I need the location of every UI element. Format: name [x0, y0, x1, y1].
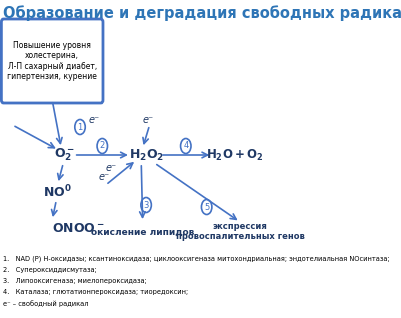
Text: 4: 4 — [183, 142, 188, 150]
FancyBboxPatch shape — [1, 19, 103, 103]
Text: 1: 1 — [77, 122, 83, 132]
Text: 2.   Супероксиддисмутаза;: 2. Супероксиддисмутаза; — [4, 267, 97, 273]
Text: 3.   Липооксигеназа; миелопероксидаза;: 3. Липооксигеназа; миелопероксидаза; — [4, 278, 147, 284]
Text: 5: 5 — [204, 203, 209, 211]
Text: экспрессия
провоспалительных генов: экспрессия провоспалительных генов — [176, 222, 304, 241]
Text: 2: 2 — [100, 142, 105, 150]
Text: Повышение уровня
холестерина,
Л-П сахарный диабет,
гипертензия, курение: Повышение уровня холестерина, Л-П сахарн… — [7, 41, 97, 81]
Text: Образование и деградация свободных радикалов: Образование и деградация свободных радик… — [4, 5, 401, 21]
Text: $\mathbf{ONOO^-}$: $\mathbf{ONOO^-}$ — [52, 222, 105, 234]
Text: окисление липидов: окисление липидов — [91, 227, 194, 237]
Text: e⁻: e⁻ — [106, 163, 117, 173]
Text: 3: 3 — [144, 201, 149, 210]
Text: $\mathbf{NO^0}$: $\mathbf{NO^0}$ — [43, 184, 72, 200]
Text: $\mathbf{H_2O_2}$: $\mathbf{H_2O_2}$ — [129, 148, 164, 162]
Text: $\mathbf{H_2O + O_2}$: $\mathbf{H_2O + O_2}$ — [207, 148, 264, 162]
Text: 1.   NAD (P) Н-оксидазы; ксантиноксидаза; циклооксигеназа митохондриальная; эндо: 1. NAD (P) Н-оксидазы; ксантиноксидаза; … — [4, 256, 390, 262]
Text: e⁻: e⁻ — [143, 115, 154, 125]
Text: e⁻ – свободный радикал: e⁻ – свободный радикал — [4, 300, 89, 307]
Text: $\mathbf{O_2^-}$: $\mathbf{O_2^-}$ — [54, 147, 75, 163]
Text: 4.   Каталаза; глютатионпероксидаза; тиоредоксин;: 4. Каталаза; глютатионпероксидаза; тиоре… — [4, 289, 188, 295]
Text: e⁻: e⁻ — [99, 172, 110, 182]
Text: e⁻: e⁻ — [88, 115, 99, 125]
